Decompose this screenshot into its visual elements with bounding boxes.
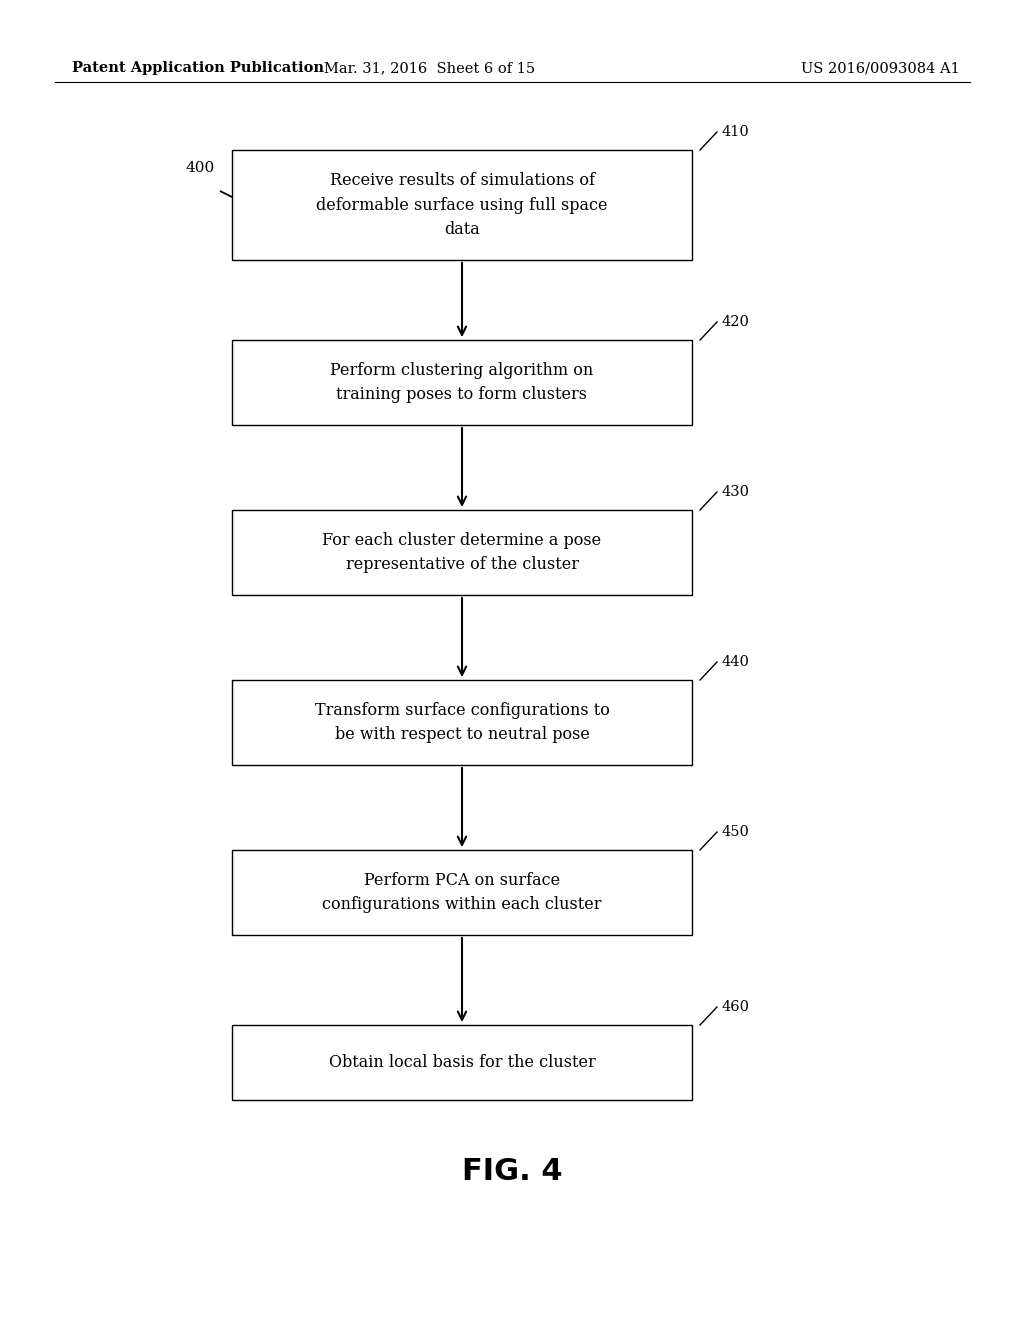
Text: Perform clustering algorithm on
training poses to form clusters: Perform clustering algorithm on training… bbox=[331, 362, 594, 404]
Text: Obtain local basis for the cluster: Obtain local basis for the cluster bbox=[329, 1053, 595, 1071]
Text: 440: 440 bbox=[721, 655, 749, 669]
Text: 430: 430 bbox=[721, 484, 749, 499]
Text: 420: 420 bbox=[721, 315, 749, 329]
Text: Receive results of simulations of
deformable surface using full space
data: Receive results of simulations of deform… bbox=[316, 172, 608, 239]
Text: For each cluster determine a pose
representative of the cluster: For each cluster determine a pose repres… bbox=[323, 532, 601, 573]
Text: Mar. 31, 2016  Sheet 6 of 15: Mar. 31, 2016 Sheet 6 of 15 bbox=[325, 61, 536, 75]
Text: Perform PCA on surface
configurations within each cluster: Perform PCA on surface configurations wi… bbox=[323, 871, 602, 913]
Text: 410: 410 bbox=[721, 125, 749, 139]
Text: 400: 400 bbox=[185, 161, 214, 176]
Bar bbox=[232, 341, 692, 425]
Text: Patent Application Publication: Patent Application Publication bbox=[72, 61, 324, 75]
Text: 460: 460 bbox=[721, 1001, 749, 1014]
Text: 450: 450 bbox=[721, 825, 749, 840]
Text: FIG. 4: FIG. 4 bbox=[462, 1158, 562, 1187]
Text: Transform surface configurations to
be with respect to neutral pose: Transform surface configurations to be w… bbox=[314, 702, 609, 743]
Bar bbox=[232, 680, 692, 766]
Bar bbox=[232, 150, 692, 260]
Text: US 2016/0093084 A1: US 2016/0093084 A1 bbox=[801, 61, 961, 75]
Bar bbox=[232, 510, 692, 595]
Bar bbox=[232, 1026, 692, 1100]
Bar bbox=[232, 850, 692, 935]
